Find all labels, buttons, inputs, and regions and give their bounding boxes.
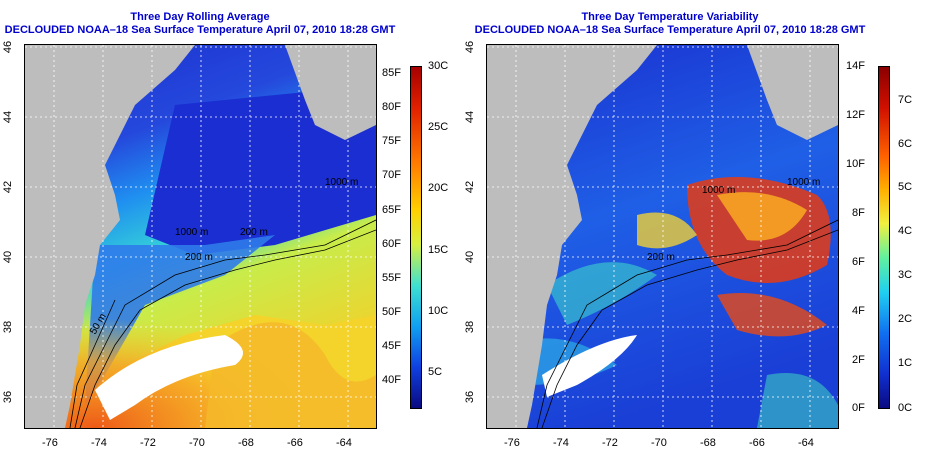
colorbar-f-label: 65F <box>382 204 401 216</box>
colorbar-f-label: 80F <box>382 101 401 113</box>
colorbar-f-label: 45F <box>382 340 401 352</box>
graticule <box>487 45 838 428</box>
contour-label: 1000 m <box>175 227 208 238</box>
colorbar-c-label: 20C <box>428 182 449 194</box>
colorbar-f-label: 10F <box>846 158 865 170</box>
nova-scotia-land <box>747 45 838 140</box>
contour-label: 200 m <box>185 252 213 263</box>
colorbar-f-label: 60F <box>382 238 401 250</box>
colorbar-c-label: 3C <box>898 269 913 281</box>
gulf-stream-meander <box>205 322 376 428</box>
left-panel: Three Day Rolling Average DECLOUDED NOAA… <box>0 0 470 475</box>
land-mass <box>25 45 195 428</box>
colorbar-c-label: 6C <box>898 138 913 150</box>
lat-tick-label: 46 <box>2 40 15 54</box>
lon-tick-label: -76 <box>42 437 58 449</box>
contour-label: 1000 m <box>702 185 735 196</box>
colorbar-f-label: 85F <box>382 67 401 79</box>
lat-tick-label: 38 <box>464 320 477 334</box>
lon-tick-label: -76 <box>504 437 520 449</box>
lon-tick-label: -72 <box>140 437 156 449</box>
lat-tick-label: 46 <box>464 40 477 54</box>
masked-area <box>542 335 637 397</box>
isobaths <box>536 219 838 428</box>
colorbar-c-label: 2C <box>898 313 913 325</box>
colorbar-f-label: 4F <box>852 305 865 317</box>
colorbar-c-label: 4C <box>898 225 913 237</box>
lon-tick-label: -68 <box>700 437 716 449</box>
left-colorbar <box>410 66 422 409</box>
isobaths <box>69 219 376 428</box>
lon-tick-label: -66 <box>749 437 765 449</box>
lon-tick-label: -70 <box>651 437 667 449</box>
colorbar-f-label: 75F <box>382 135 401 147</box>
lon-tick-label: -64 <box>798 437 814 449</box>
high-variability-areas <box>507 177 838 428</box>
lat-tick-label: 42 <box>464 180 477 194</box>
colorbar-c-label: 15C <box>428 244 449 256</box>
colorbar-f-label: 50F <box>382 306 401 318</box>
lon-tick-label: -68 <box>238 437 254 449</box>
left-map-svg: 200 m 200 m 50 m 1000 m 1000 m <box>25 45 376 428</box>
colorbar-f-label: 0F <box>852 402 865 414</box>
right-panel: Three Day Temperature Variability DECLOU… <box>464 0 950 475</box>
colorbar-f-label: 14F <box>846 60 865 72</box>
colorbar-f-label: 40F <box>382 374 401 386</box>
lat-tick-label: 40 <box>464 250 477 264</box>
left-sst-map: 200 m 200 m 50 m 1000 m 1000 m <box>24 44 377 429</box>
lon-tick-label: -66 <box>287 437 303 449</box>
colorbar-c-label: 5C <box>428 366 443 378</box>
land-mass <box>487 45 657 428</box>
lat-tick-label: 36 <box>464 390 477 404</box>
lon-tick-label: -70 <box>189 437 205 449</box>
contour-label: 1000 m <box>787 177 820 188</box>
nova-scotia-land <box>285 45 376 140</box>
lon-tick-label: -74 <box>91 437 107 449</box>
colorbar-f-label: 2F <box>852 354 865 366</box>
lat-tick-label: 38 <box>2 320 15 334</box>
left-title-line2: DECLOUDED NOAA–18 Sea Surface Temperatur… <box>4 24 396 36</box>
left-title-line1: Three Day Rolling Average <box>130 11 270 23</box>
right-map-svg: 200 m 1000 m 1000 m <box>487 45 838 428</box>
right-title-line2: DECLOUDED NOAA–18 Sea Surface Temperatur… <box>474 24 866 36</box>
right-colorbar <box>878 66 890 409</box>
lon-tick-label: -72 <box>602 437 618 449</box>
lon-tick-label: -74 <box>553 437 569 449</box>
right-title-line1: Three Day Temperature Variability <box>581 11 759 23</box>
right-variability-map: 200 m 1000 m 1000 m <box>486 44 839 429</box>
colorbar-c-label: 5C <box>898 181 913 193</box>
lat-tick-label: 40 <box>2 250 15 264</box>
colorbar-c-label: 30C <box>428 60 449 72</box>
colorbar-f-label: 8F <box>852 207 865 219</box>
contour-label: 200 m <box>240 227 268 238</box>
lat-tick-label: 42 <box>2 180 15 194</box>
contour-label: 1000 m <box>325 177 358 188</box>
masked-area <box>95 335 243 420</box>
gulf-of-maine-cold-water <box>145 85 376 255</box>
graticule <box>25 45 376 428</box>
colorbar-c-label: 10C <box>428 305 449 317</box>
lon-tick-label: -64 <box>336 437 352 449</box>
colorbar-c-label: 0C <box>898 402 913 414</box>
colorbar-c-label: 25C <box>428 121 449 133</box>
colorbar-f-label: 6F <box>852 256 865 268</box>
lat-tick-label: 36 <box>2 390 15 404</box>
colorbar-f-label: 70F <box>382 169 401 181</box>
contour-label: 200 m <box>647 252 675 263</box>
lat-tick-label: 44 <box>464 110 477 124</box>
colorbar-f-label: 55F <box>382 272 401 284</box>
lat-tick-label: 44 <box>2 110 15 124</box>
colorbar-f-label: 12F <box>846 109 865 121</box>
colorbar-c-label: 1C <box>898 357 913 369</box>
colorbar-c-label: 7C <box>898 94 913 106</box>
